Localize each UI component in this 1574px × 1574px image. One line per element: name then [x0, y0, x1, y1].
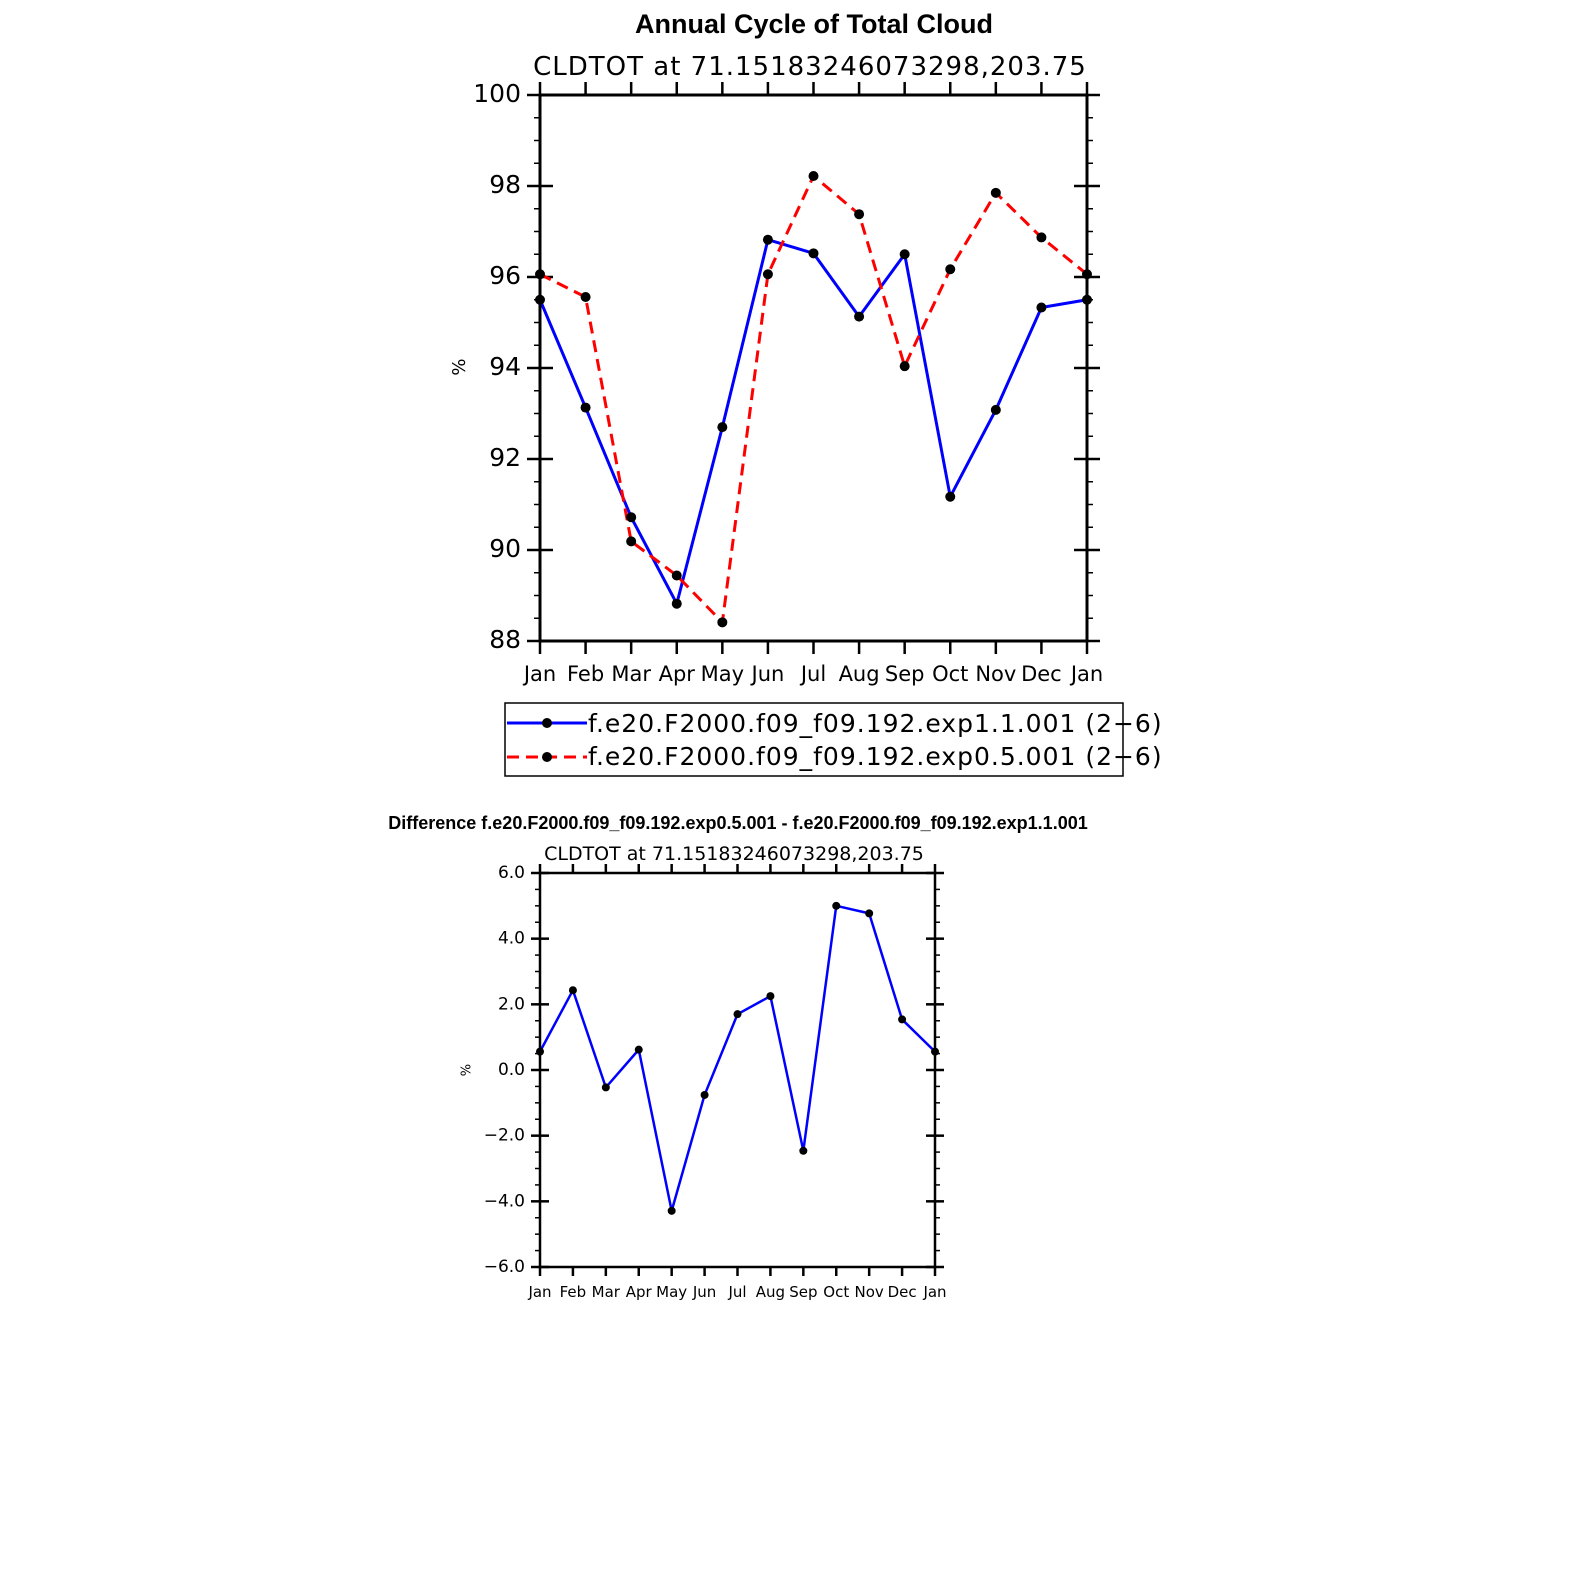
chart1-ytick-label: 94 — [489, 352, 521, 381]
chart2-ytick-label: 0.0 — [498, 1060, 525, 1080]
chart2-series-1-point — [733, 1010, 742, 1019]
chart1-series-1-point — [717, 422, 728, 433]
chart2-xtick-label: Jun — [692, 1283, 716, 1301]
chart2-series-1-point — [568, 986, 577, 995]
chart1-series-2-point — [808, 170, 819, 181]
chart2-ytick-label: −6.0 — [484, 1257, 525, 1277]
legend-label-series-1: f.e20.F2000.f09_f09.192.exp1.1.001 (2−6) — [588, 709, 1163, 738]
chart1-series-2-point — [990, 187, 1001, 198]
chart1-subtitle: CLDTOT at 71.15183246073298,203.75 — [533, 52, 1087, 82]
chart1-series-2-point — [854, 209, 865, 220]
chart1-series-1-point — [945, 491, 956, 502]
chart1-series-1-point — [626, 512, 637, 523]
chart1-series-2-line — [539, 174, 1088, 624]
chart2-series-1-point — [865, 909, 874, 918]
chart1-series-2-point — [671, 570, 682, 581]
chart2-frame — [538, 871, 937, 1269]
chart1-series-1-point — [1036, 302, 1047, 313]
chart2-title: Difference f.e20.F2000.f09_f09.192.exp0.… — [388, 813, 1087, 833]
chart1-ytick-label: 92 — [489, 443, 521, 472]
chart2-series-1-point — [601, 1083, 610, 1092]
chart1-ylabel: % — [449, 358, 470, 375]
chart1-xtick-label: Sep — [885, 662, 925, 686]
chart2-series-1-point — [634, 1045, 643, 1054]
chart2-xtick-label: May — [656, 1283, 687, 1301]
chart2-xtick-label: Oct — [823, 1283, 849, 1301]
chart2-ytick-label: −2.0 — [484, 1126, 525, 1146]
chart2-series-1-point — [766, 992, 775, 1001]
chart2-xtick-label: Mar — [592, 1283, 621, 1301]
chart2-xtick-label: Feb — [560, 1283, 587, 1301]
chart2-xtick-label: Jan — [922, 1283, 946, 1301]
chart2-series-1-line — [538, 904, 936, 1213]
chart1-frame — [538, 93, 1089, 643]
chart1-xtick-label: Apr — [659, 662, 696, 686]
chart2-ytick-label: −4.0 — [484, 1191, 525, 1211]
legend-box — [504, 702, 1124, 777]
chart2-xtick-label: Apr — [626, 1283, 653, 1301]
chart1-series-2-point — [899, 361, 910, 372]
chart1-series-1-point — [854, 311, 865, 322]
chart2-ytick-label: 2.0 — [498, 994, 525, 1014]
chart2-xtick-label: Jan — [527, 1283, 551, 1301]
chart2-series-1-point — [667, 1206, 676, 1215]
chart1-ytick-label: 96 — [489, 261, 521, 290]
chart2-ytick-label: 6.0 — [498, 863, 525, 883]
chart1-series-2-point — [626, 536, 637, 547]
chart1-xtick-label: Mar — [611, 662, 651, 686]
legend-label-series-2: f.e20.F2000.f09_f09.192.exp0.5.001 (2−6) — [588, 742, 1163, 771]
chart1-xtick-label: Oct — [932, 662, 968, 686]
chart2-xtick-label: Aug — [756, 1283, 785, 1301]
chart2-series-1-point — [832, 901, 841, 910]
chart1-xtick-label: Feb — [567, 662, 604, 686]
chart1-series-2-point — [945, 264, 956, 275]
chart1-title: Annual Cycle of Total Cloud — [635, 9, 993, 39]
chart2-series-1-point — [700, 1090, 709, 1099]
chart1-series-2-point — [580, 292, 591, 303]
chart2-ylabel: % — [460, 1064, 475, 1076]
chart2-ytick-label: 4.0 — [498, 929, 525, 949]
chart1-series-1-line — [538, 238, 1088, 606]
difference-chart: Difference f.e20.F2000.f09_f09.192.exp0.… — [388, 813, 1087, 1301]
chart1-xtick-label: Dec — [1021, 662, 1062, 686]
chart1-legend: f.e20.F2000.f09_f09.192.exp1.1.001 (2−6)… — [504, 702, 1163, 777]
chart1-xtick-label: Nov — [975, 662, 1016, 686]
legend-marker-series-2 — [542, 752, 552, 762]
chart1-series-2-point — [1036, 232, 1047, 243]
annual-cycle-chart: Annual Cycle of Total Cloud CLDTOT at 71… — [449, 9, 1163, 777]
chart2-xtick-label: Jul — [727, 1283, 746, 1301]
chart2-series-1-point — [799, 1146, 808, 1155]
chart1-series-1-point — [671, 598, 682, 609]
chart1-series-1-point — [808, 248, 819, 259]
chart1-series-1-point — [762, 234, 773, 245]
chart2-xtick-label: Nov — [855, 1283, 884, 1301]
chart1-series-1-point — [580, 402, 591, 413]
chart1-ytick-label: 90 — [489, 534, 521, 563]
chart1-xtick-label: Jun — [750, 662, 785, 686]
chart2-xtick-label: Sep — [789, 1283, 817, 1301]
chart1-ytick-label: 100 — [473, 79, 521, 108]
chart1-xtick-label: Jan — [522, 662, 556, 686]
chart1-series-1-point — [899, 249, 910, 260]
chart2-subtitle: CLDTOT at 71.15183246073298,203.75 — [544, 843, 924, 865]
chart2-series-1-point — [898, 1015, 907, 1024]
chart1-xtick-label: Jul — [799, 662, 826, 686]
chart1-xtick-label: Jan — [1069, 662, 1103, 686]
chart1-series-2-point — [762, 269, 773, 280]
chart1-ytick-label: 88 — [489, 625, 521, 654]
chart1-series-1-point — [990, 404, 1001, 415]
chart1-xtick-label: Aug — [839, 662, 880, 686]
chart1-xtick-label: May — [701, 662, 744, 686]
chart1-ytick-label: 98 — [489, 170, 521, 199]
chart2-xtick-label: Dec — [888, 1283, 917, 1301]
legend-marker-series-1 — [542, 718, 552, 728]
chart1-series-2-point — [717, 617, 728, 628]
